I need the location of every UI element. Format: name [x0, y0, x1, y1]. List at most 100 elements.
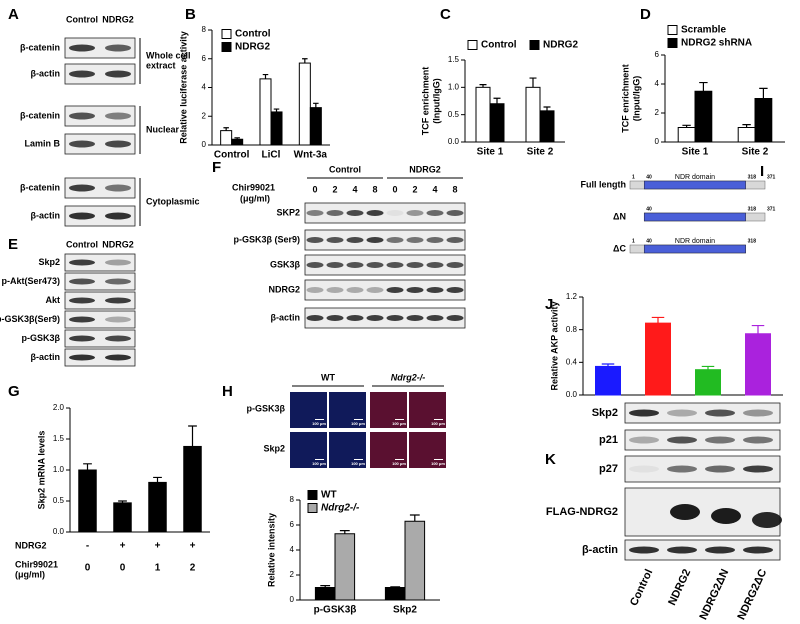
blot-band — [406, 262, 424, 268]
blot-band — [105, 140, 131, 148]
micrograph — [409, 392, 446, 428]
bar — [384, 587, 406, 601]
blot-band — [105, 278, 131, 285]
error-bar — [223, 127, 229, 131]
scale-label: 100 μm — [392, 421, 406, 426]
panel-letter: I — [760, 163, 764, 180]
legend-swatch — [221, 42, 232, 52]
y-axis-label: (Input/IgG) — [631, 76, 641, 121]
blot-band — [446, 315, 464, 321]
blot-band — [69, 278, 95, 285]
position: 318 — [748, 238, 757, 244]
y-axis-label: TCF enrichment — [620, 64, 630, 133]
y-tick-label: 0.0 — [448, 137, 460, 146]
y-tick-label: 2.0 — [53, 403, 65, 412]
condition-value: 0 — [85, 563, 91, 574]
blot-band — [105, 70, 131, 78]
blot-strip — [624, 429, 781, 451]
row-label: Skp2 — [38, 257, 60, 267]
dose: 4 — [352, 184, 357, 194]
y-tick-label: 1.5 — [448, 55, 460, 64]
dose: 0 — [392, 184, 397, 194]
x-tick-label: Site 2 — [527, 147, 554, 158]
error-bar — [302, 58, 308, 64]
blot-strip — [624, 487, 781, 537]
blot-band — [711, 508, 741, 524]
row-label: p-GSK3β — [247, 403, 286, 413]
blot-band — [667, 546, 697, 554]
column-label: Control — [66, 239, 98, 249]
y-tick-label: 6 — [202, 54, 207, 63]
y-tick-label: 0.5 — [448, 110, 460, 119]
blot-band — [705, 436, 735, 444]
blot-band — [426, 315, 444, 321]
scale-label: 100 μm — [312, 461, 326, 466]
blot-band — [69, 70, 95, 78]
column-label: NDRG2 — [102, 14, 134, 24]
row-label: p-GSK3β (Ser9) — [233, 234, 300, 244]
scale-label: 100 μm — [351, 461, 365, 466]
blot-band — [705, 409, 735, 417]
condition-value: 1 — [155, 563, 161, 574]
bar — [113, 502, 132, 533]
bar — [220, 130, 233, 146]
scale-line — [395, 459, 404, 460]
legend-swatch — [307, 490, 318, 500]
x-tick-label: Site 1 — [682, 147, 709, 158]
y-axis-label: Relative luciferase activity — [178, 31, 188, 144]
condition-label: NDRG2 — [15, 540, 47, 550]
y-tick-label: 0 — [202, 140, 207, 149]
blot-strip — [64, 272, 136, 291]
micrograph — [290, 432, 327, 468]
blot-band — [69, 112, 95, 120]
y-tick-label: 2 — [655, 108, 660, 117]
bar — [489, 103, 505, 143]
blot-band — [105, 184, 131, 192]
y-tick-label: 0.5 — [53, 496, 65, 505]
condition-value: + — [155, 541, 161, 552]
blot-band — [406, 237, 424, 243]
panel-letter: B — [185, 6, 196, 23]
blot-band — [326, 315, 344, 321]
position: 318 — [748, 174, 757, 180]
blot-band — [386, 237, 404, 243]
blot-band — [306, 210, 324, 216]
blot-band — [667, 409, 697, 417]
blot-strip — [64, 348, 136, 367]
bar — [525, 86, 541, 143]
position: 371 — [767, 206, 776, 212]
blot-band — [446, 237, 464, 243]
y-tick-label: 8 — [290, 495, 295, 504]
error-bar — [409, 514, 420, 522]
condition-value: 2 — [190, 563, 196, 574]
micrograph — [329, 432, 366, 468]
bar — [745, 333, 771, 396]
panel-letter: D — [640, 6, 651, 23]
blot-strip — [64, 310, 136, 329]
bar — [754, 98, 773, 143]
panel-letter: A — [8, 6, 19, 23]
blot-band — [752, 512, 782, 528]
blot-strip — [64, 63, 136, 85]
blot-band — [406, 210, 424, 216]
blot-strip — [304, 307, 466, 329]
y-tick-label: 4 — [290, 545, 295, 554]
blot-band — [346, 237, 364, 243]
blot-strip — [64, 291, 136, 310]
blot-band — [743, 546, 773, 554]
bar — [270, 111, 283, 146]
blot-band — [105, 354, 131, 361]
y-tick-label: 1.2 — [566, 292, 578, 301]
error-bar — [651, 316, 665, 324]
error-bar — [234, 137, 240, 140]
row-label: β-actin — [31, 68, 61, 78]
blot-band — [426, 287, 444, 293]
blot-band — [366, 210, 384, 216]
ndr-domain — [643, 212, 746, 222]
blot-strip — [304, 229, 466, 251]
error-bar — [759, 87, 768, 99]
error-bar — [83, 463, 92, 470]
bar — [183, 445, 202, 533]
error-bar — [699, 81, 708, 92]
